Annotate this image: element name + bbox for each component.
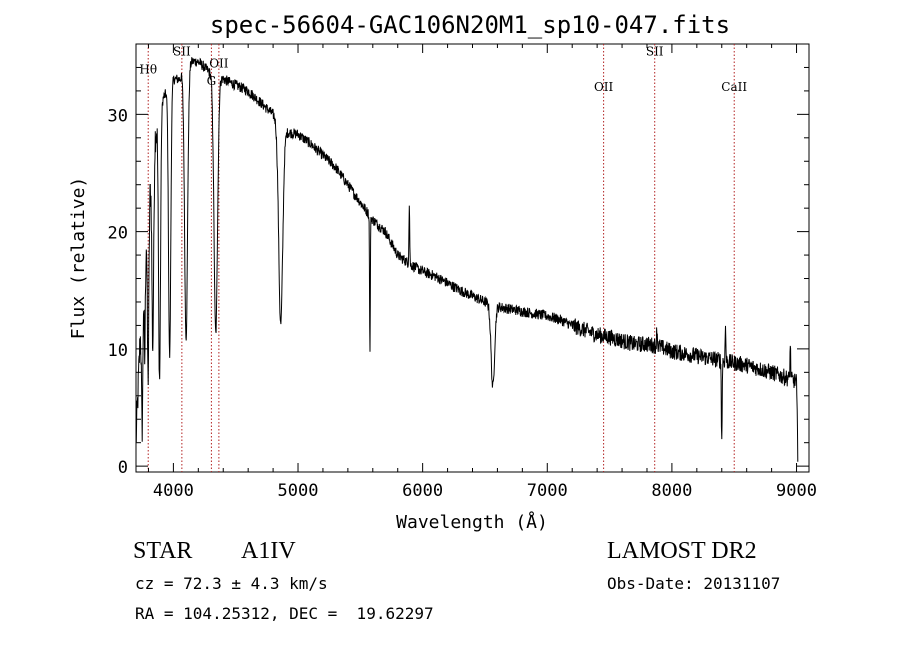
redshift-velocity: cz = 72.3 ± 4.3 km/s [135, 574, 328, 593]
chart-title: spec-56604-GAC106N20M1_sp10-047.fits [210, 11, 730, 39]
survey-name: LAMOST DR2 [607, 538, 757, 564]
y-axis-label: Flux (relative) [68, 177, 89, 340]
axis-ticks: 4000 5000 6000 7000 8000 9000 0 10 20 30 [108, 44, 817, 501]
object-class: STAR [133, 538, 193, 564]
x-axis-label: Wavelength (Å) [396, 511, 548, 533]
x-tick-label: 9000 [776, 481, 817, 501]
line-marker-label: SII [646, 45, 664, 59]
x-tick-label: 7000 [527, 481, 568, 501]
object-subclass: A1IV [241, 538, 296, 564]
plot-frame [135, 43, 810, 473]
x-tick-label: 5000 [278, 481, 319, 501]
line-marker-label: OII [594, 80, 614, 94]
line-marker-label: Hθ [139, 62, 157, 76]
y-tick-label: 20 [108, 224, 128, 244]
x-tick-label: 6000 [402, 481, 443, 501]
x-tick-label: 8000 [651, 481, 692, 501]
y-tick-label: 10 [108, 341, 128, 361]
y-tick-label: 0 [118, 458, 128, 478]
line-marker-label: SII [173, 45, 191, 59]
spectrum-line [135, 57, 799, 462]
line-marker-label: OII [209, 56, 229, 70]
line-marker-label: CaII [721, 80, 747, 94]
observation-date: Obs-Date: 20131107 [607, 574, 781, 593]
x-tick-label: 4000 [153, 481, 194, 501]
y-tick-label: 30 [108, 106, 128, 126]
coordinates: RA = 104.25312, DEC = 19.62297 [135, 604, 434, 623]
